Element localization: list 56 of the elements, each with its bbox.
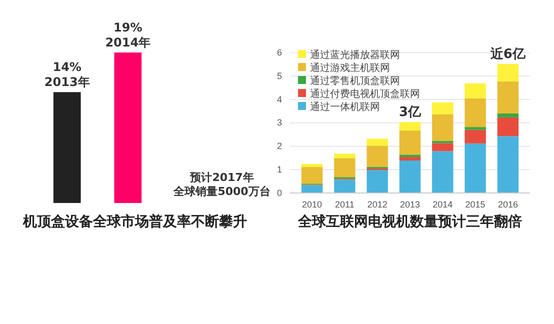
bar	[464, 130, 486, 144]
x-tick-label: 2012	[367, 199, 388, 210]
legend-label: 通过零售机顶盒联网	[310, 75, 400, 87]
bar	[334, 158, 356, 178]
x-tick-label: 2015	[465, 199, 486, 210]
bar	[432, 102, 454, 114]
bar	[432, 114, 454, 141]
bar	[497, 64, 519, 82]
x-tick-label: 2013	[400, 199, 420, 210]
x-tick-label: 2014	[432, 199, 453, 210]
text: 预计2017年	[189, 171, 254, 184]
y-tick-label: 4	[276, 94, 282, 104]
bar	[464, 143, 486, 193]
data-label: 14%	[52, 60, 82, 74]
bar	[301, 185, 323, 193]
text: 机顶盒设备全球市场普及率不断攀升	[22, 213, 247, 230]
x-tick-label: 2011	[335, 199, 354, 210]
bar	[399, 130, 421, 155]
bar	[301, 164, 323, 168]
bar	[399, 160, 421, 193]
text: 全球销量5000万台	[172, 185, 270, 198]
bar	[366, 146, 388, 167]
y-tick-label: 3	[276, 118, 282, 128]
bar	[301, 167, 323, 184]
bar	[497, 81, 519, 114]
bar	[464, 98, 486, 128]
bar	[497, 113, 519, 118]
legend-label: 通过游戏主机联网	[310, 62, 390, 74]
data-label: 19%	[114, 20, 142, 35]
y-tick-label: 0	[276, 188, 282, 198]
x-tick-label: 2010	[302, 199, 322, 210]
bar	[464, 83, 486, 98]
annotation: 近6亿	[489, 46, 526, 62]
y-tick-label: 2	[276, 141, 282, 152]
y-tick-label: 6	[276, 48, 282, 58]
bar	[334, 180, 356, 193]
bar	[464, 127, 486, 130]
y-tick-label: 1	[276, 164, 282, 174]
bar	[366, 170, 388, 193]
bar	[432, 143, 454, 152]
bar	[334, 154, 356, 158]
x-tick-label: 2013年	[44, 75, 90, 90]
legend-label: 通过付费电视机顶盒联网	[310, 88, 420, 100]
x-tick-label: 2016	[498, 199, 518, 210]
bar	[399, 122, 421, 131]
annotation: 3亿	[398, 105, 422, 120]
text: 全球互联网电视机数量预计三年翻倍	[297, 213, 522, 230]
bar	[497, 136, 519, 193]
x-tick-label: 2014年	[105, 36, 151, 50]
bar	[497, 117, 519, 136]
legend-label: 通过一体机联网	[310, 101, 380, 113]
bar	[432, 151, 454, 193]
bar	[366, 138, 388, 146]
legend-label: 通过蓝光播放器联网	[310, 49, 400, 61]
bar	[399, 156, 421, 160]
y-tick-label: 5	[276, 70, 282, 81]
